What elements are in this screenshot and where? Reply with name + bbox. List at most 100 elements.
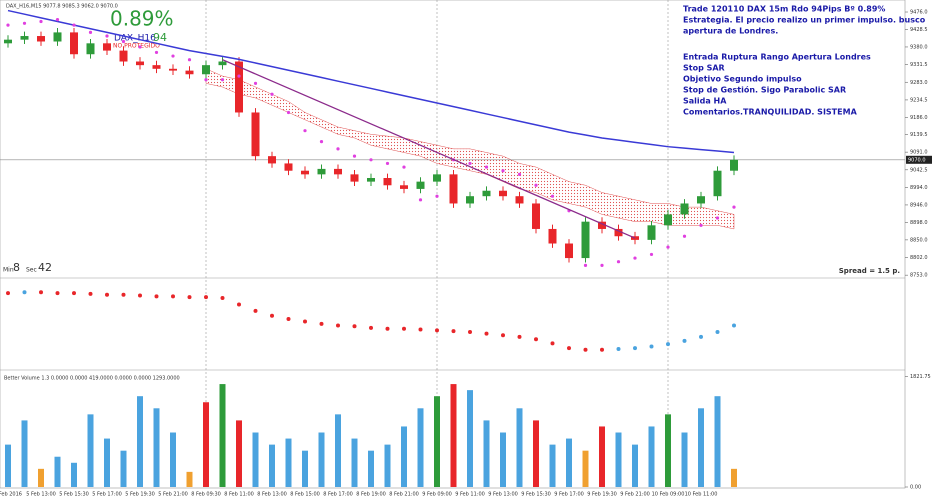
indicator-dot: [666, 342, 670, 347]
x-tick-label: 10 Feb 11:00: [685, 492, 718, 498]
x-tick-label: 5 Feb 2016: [0, 492, 22, 498]
candle-body: [565, 243, 573, 259]
sar-dot: [187, 58, 192, 62]
candle-body: [680, 203, 689, 215]
sar-dot: [72, 23, 76, 27]
indicator-dot: [253, 308, 258, 313]
volume-bar: [681, 432, 688, 487]
indicator-dot: [583, 347, 588, 352]
indicator-dot: [682, 338, 687, 343]
indicator-dot: [138, 293, 142, 298]
volume-bar: [483, 420, 490, 487]
indicator-dot: [402, 326, 406, 331]
volume-bar: [137, 396, 143, 487]
timer-label: Sec: [26, 267, 37, 274]
indicator-dot: [732, 323, 736, 328]
candle-body: [53, 32, 62, 42]
volume-bar: [516, 408, 523, 487]
sar-dot: [138, 45, 142, 49]
x-tick-label: 9 Feb 17:00: [554, 492, 584, 498]
y-tick-label: 9186.0: [910, 115, 928, 121]
candle-body: [532, 203, 540, 229]
volume-bar: [186, 471, 193, 487]
sar-dot: [303, 129, 307, 133]
candle-body: [86, 43, 95, 55]
indicator-dot: [270, 313, 274, 318]
y-tick-label: 9042.5: [910, 167, 928, 173]
x-tick-label: 5 Feb 19:30: [125, 492, 155, 498]
volume-bar: [665, 414, 671, 487]
x-tick-label: 8 Feb 19:00: [356, 492, 386, 498]
sar-dot: [22, 21, 27, 25]
sar-dot: [682, 234, 687, 238]
volume-bar: [417, 408, 424, 487]
indicator-dot: [567, 346, 571, 351]
indicator-dot: [72, 291, 76, 296]
candle-body: [152, 65, 161, 69]
volume-bar: [731, 468, 737, 487]
indicator-dot: [187, 295, 192, 300]
note: Stop de Gestión. Sigo Parabolic SAR: [683, 85, 846, 95]
indicator-dot: [633, 346, 637, 351]
candle-body: [515, 196, 524, 204]
x-tick-label: 8 Feb 15:00: [290, 492, 320, 498]
indicator-dot: [451, 329, 456, 334]
candle-body: [169, 68, 177, 71]
candle-body: [350, 174, 359, 182]
pips: 94: [153, 31, 167, 44]
candle-body: [383, 177, 392, 186]
candle-body: [614, 228, 623, 237]
y-tick-label: 9283.0: [910, 80, 928, 86]
indicator-dot: [171, 294, 175, 299]
sar-dot: [105, 34, 109, 38]
sar-dot: [237, 74, 241, 78]
x-tick-label: 9 Feb 11:00: [455, 492, 485, 498]
volume-bar: [698, 408, 704, 487]
sar-dot: [649, 252, 654, 257]
y-tick-label: 9234.5: [910, 97, 928, 103]
indicator-dot: [39, 290, 43, 295]
sar-dot: [88, 30, 93, 34]
sar-dot: [699, 223, 703, 227]
volume-bar: [351, 438, 358, 487]
indicator-dot: [385, 326, 390, 331]
sar-dot: [385, 161, 390, 166]
volume-bar: [153, 408, 160, 487]
sar-dot: [270, 92, 274, 96]
x-tick-label: 5 Feb 13:00: [26, 492, 56, 498]
x-tick-label: 9 Feb 21:00: [620, 492, 650, 498]
sar-dot: [616, 260, 621, 264]
note: Stop SAR: [683, 64, 725, 73]
y-tick-label: 0.00: [910, 485, 921, 491]
sar-dot: [319, 139, 324, 144]
candle-body: [218, 61, 227, 66]
candle-body: [334, 168, 342, 175]
x-tick-label: 9 Feb 19:30: [587, 492, 617, 498]
sar-dot: [336, 147, 340, 151]
candle-body: [647, 225, 656, 240]
candle-body: [581, 221, 590, 259]
candle-body: [499, 190, 507, 197]
volume-bar: [219, 384, 226, 487]
frame: [0, 0, 906, 489]
volume-bar: [368, 450, 374, 487]
note: apertura de Londres.: [683, 27, 778, 36]
note: Trade 120110 DAX 15m Rdo 94Pips Bº 0.89%: [683, 5, 885, 14]
volume-bar: [467, 390, 473, 487]
candle-body: [37, 36, 45, 42]
volume-bar: [401, 426, 407, 487]
indicator-dot: [600, 347, 604, 352]
volume-bar: [599, 426, 605, 487]
candle-body: [20, 36, 29, 40]
candle-body: [70, 32, 78, 55]
candle-body: [730, 159, 738, 171]
x-tick-label: 9 Feb 15:30: [521, 492, 551, 498]
indicator-dot: [468, 329, 472, 334]
y-tick-label: 8994.0: [910, 185, 928, 191]
x-tick-label: 8 Feb 21:00: [389, 492, 419, 498]
candle-body: [119, 50, 128, 62]
volume-bar: [87, 414, 94, 487]
indicator-dot: [418, 327, 423, 332]
candle-body: [548, 228, 557, 244]
